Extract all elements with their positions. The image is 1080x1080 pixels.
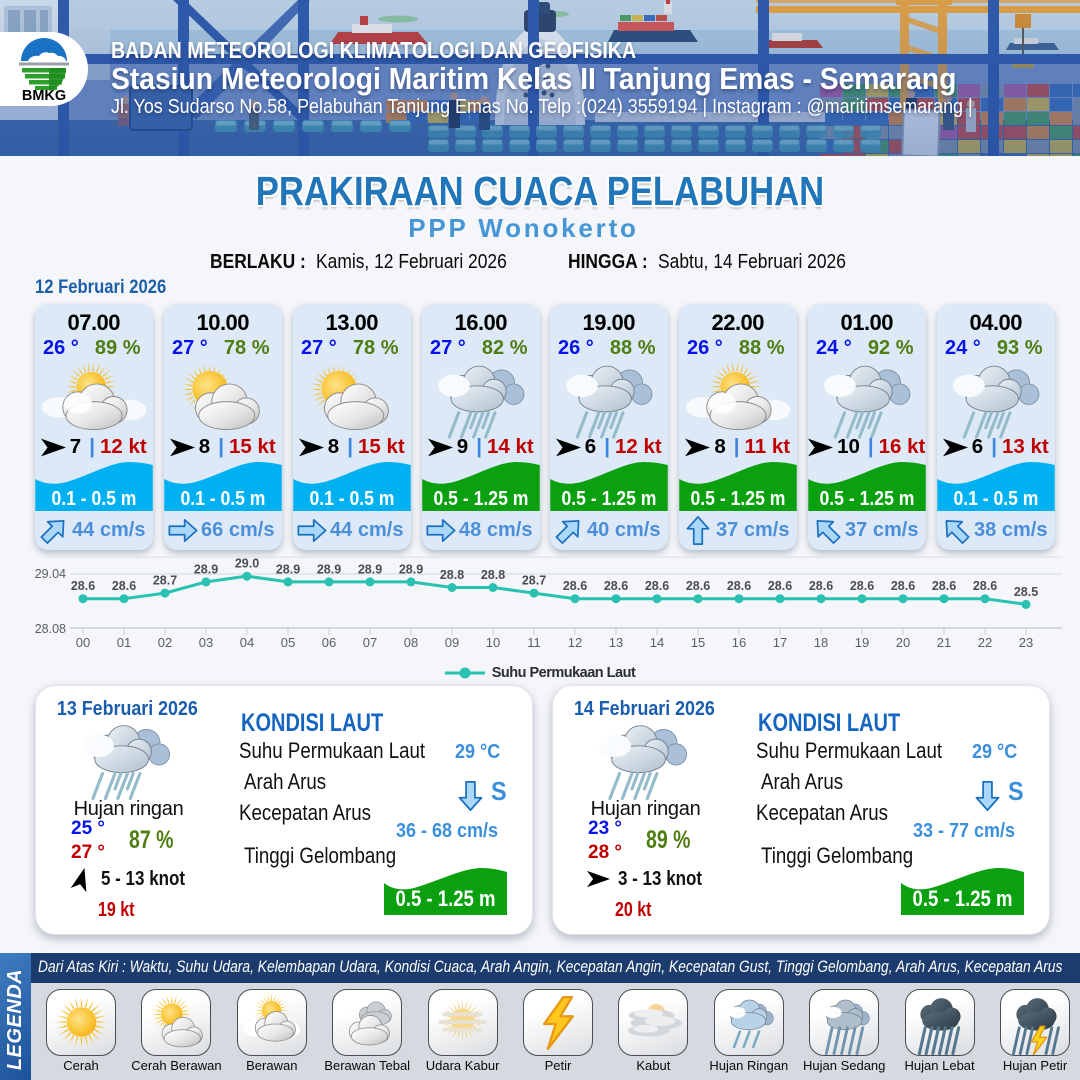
svg-text:28.6: 28.6 — [891, 579, 915, 593]
svg-text:28.6: 28.6 — [809, 579, 833, 593]
svg-text:28.6: 28.6 — [563, 579, 587, 593]
svg-text:28.8: 28.8 — [440, 568, 464, 582]
svg-text:17: 17 — [773, 635, 787, 650]
svg-text:09: 09 — [445, 635, 459, 650]
svg-text:28.6: 28.6 — [604, 579, 628, 593]
svg-text:22: 22 — [978, 635, 992, 650]
svg-text:28.6: 28.6 — [686, 579, 710, 593]
svg-text:28.9: 28.9 — [399, 562, 423, 576]
svg-text:0.1 - 0.5 m: 0.1 - 0.5 m — [953, 488, 1038, 510]
svg-text:28.9: 28.9 — [194, 562, 218, 576]
svg-text:0.1 - 0.5 m: 0.1 - 0.5 m — [51, 488, 136, 510]
svg-text:28.6: 28.6 — [973, 579, 997, 593]
svg-text:15: 15 — [691, 635, 705, 650]
svg-text:28.6: 28.6 — [645, 579, 669, 593]
svg-text:0.5 - 1.25 m: 0.5 - 1.25 m — [561, 488, 656, 510]
svg-text:05: 05 — [281, 635, 295, 650]
svg-text:28.8: 28.8 — [481, 568, 505, 582]
svg-text:29.0: 29.0 — [235, 557, 259, 571]
svg-text:12: 12 — [568, 635, 582, 650]
svg-text:00: 00 — [76, 635, 90, 650]
svg-text:28.7: 28.7 — [153, 574, 177, 588]
svg-text:BMKG: BMKG — [22, 88, 66, 102]
svg-text:29.04: 29.04 — [35, 567, 66, 581]
svg-text:28.6: 28.6 — [71, 579, 95, 593]
svg-text:0.1 - 0.5 m: 0.1 - 0.5 m — [309, 488, 394, 510]
svg-text:18: 18 — [814, 635, 828, 650]
svg-text:01: 01 — [117, 635, 131, 650]
svg-text:20: 20 — [896, 635, 910, 650]
svg-text:28.7: 28.7 — [522, 574, 546, 588]
svg-text:28.08: 28.08 — [35, 622, 66, 636]
svg-text:0.5 - 1.25 m: 0.5 - 1.25 m — [396, 886, 496, 911]
svg-text:02: 02 — [158, 635, 172, 650]
svg-text:03: 03 — [199, 635, 213, 650]
svg-text:28.6: 28.6 — [850, 579, 874, 593]
svg-text:28.9: 28.9 — [317, 562, 341, 576]
svg-text:08: 08 — [404, 635, 418, 650]
svg-text:11: 11 — [527, 635, 541, 650]
svg-text:28.6: 28.6 — [768, 579, 792, 593]
svg-text:10: 10 — [486, 635, 500, 650]
svg-text:14: 14 — [650, 635, 664, 650]
svg-text:13: 13 — [609, 635, 623, 650]
svg-text:0.5 - 1.25 m: 0.5 - 1.25 m — [819, 488, 914, 510]
svg-text:28.6: 28.6 — [932, 579, 956, 593]
svg-text:0.5 - 1.25 m: 0.5 - 1.25 m — [433, 488, 528, 510]
svg-text:0.5 - 1.25 m: 0.5 - 1.25 m — [913, 886, 1013, 911]
svg-text:04: 04 — [240, 635, 254, 650]
svg-text:28.6: 28.6 — [727, 579, 751, 593]
svg-text:19: 19 — [855, 635, 869, 650]
svg-text:28.9: 28.9 — [358, 562, 382, 576]
svg-text:0.5 - 1.25 m: 0.5 - 1.25 m — [690, 488, 785, 510]
svg-text:28.6: 28.6 — [112, 579, 136, 593]
svg-text:28.9: 28.9 — [276, 562, 300, 576]
svg-text:06: 06 — [322, 635, 336, 650]
svg-text:16: 16 — [732, 635, 746, 650]
svg-text:23: 23 — [1019, 635, 1033, 650]
svg-text:0.1 - 0.5 m: 0.1 - 0.5 m — [180, 488, 265, 510]
svg-text:07: 07 — [363, 635, 377, 650]
svg-text:28.5: 28.5 — [1014, 585, 1038, 599]
svg-text:21: 21 — [937, 635, 951, 650]
